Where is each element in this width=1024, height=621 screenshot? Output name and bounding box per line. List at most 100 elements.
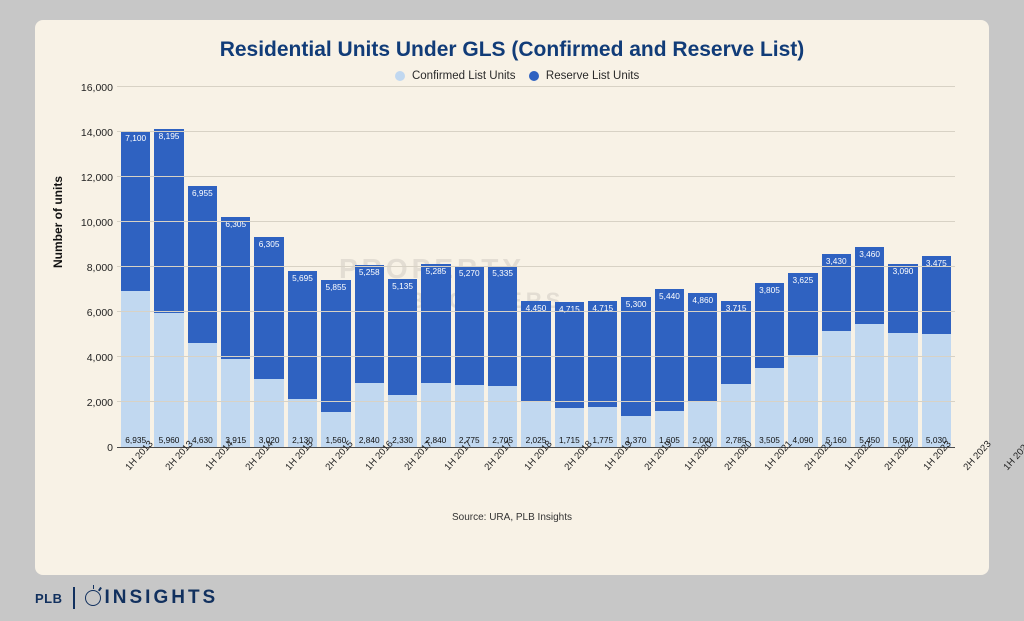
grid-line (117, 311, 955, 312)
grid-line (117, 221, 955, 222)
bar-value-reserve: 3,090 (888, 266, 917, 276)
brand-insights: INSIGHTS (85, 587, 219, 609)
bar-segment-confirmed: 5,960 (154, 313, 183, 447)
bar-segment-reserve: 6,955 (188, 186, 217, 342)
brand-plb-text: PLB (35, 591, 63, 606)
plot-region: 7,1006,9358,1955,9606,9554,6306,3053,915… (117, 88, 955, 448)
bar-column: 4,7151,775 (588, 88, 617, 447)
grid-line (117, 176, 955, 177)
bar-value-reserve: 5,440 (655, 291, 684, 301)
chart-source: Source: URA, PLB Insights (59, 512, 965, 523)
bar-segment-confirmed: 5,030 (922, 334, 951, 447)
y-tick-label: 0 (77, 442, 113, 454)
bar-segment-confirmed: 3,020 (254, 379, 283, 447)
y-tick-label: 16,000 (77, 82, 113, 94)
bar-segment-reserve: 5,258 (355, 265, 384, 383)
bar-column: 3,090 5,050 (888, 88, 917, 447)
bar-column: 4,8602,000 (688, 88, 717, 447)
bar-segment-reserve: 3,715 (721, 301, 750, 385)
bar-segment-reserve: 5,135 (388, 279, 417, 395)
bar-segment-reserve: 3,090 (888, 264, 917, 334)
bar-column: 5,4401,605 (655, 88, 684, 447)
bar-segment-reserve: 4,860 (688, 293, 717, 402)
bar-column: 4,7151,715 (555, 88, 584, 447)
legend-swatch-confirmed (395, 71, 405, 81)
bar-column: 3,4755,030 (922, 88, 951, 447)
bar-value-reserve: 3,460 (855, 249, 884, 259)
bar-column: 5,3352,705 (488, 88, 517, 447)
bar-segment-confirmed: 1,775 (588, 407, 617, 447)
bar-column: 3,8053,505 (755, 88, 784, 447)
bar-segment-confirmed: 6,935 (121, 291, 150, 447)
bar-value-reserve: 5,258 (355, 267, 384, 277)
bar-column: 5,135 2,330 (388, 88, 417, 447)
bar-segment-confirmed: 2,785 (721, 384, 750, 447)
bar-value-reserve: 5,695 (288, 273, 317, 283)
bar-column: 6,305 3,020 (254, 88, 283, 447)
bar-segment-confirmed: 5,450 (855, 324, 884, 447)
legend-label-confirmed: Confirmed List Units (412, 70, 516, 82)
bar-value-reserve: 4,715 (555, 304, 584, 314)
bar-column: 5,3001,370 (621, 88, 650, 447)
bar-column: 3,430 5,160 (822, 88, 851, 447)
bar-segment-confirmed: 5,050 (888, 333, 917, 447)
grid-line (117, 131, 955, 132)
bar-value-reserve: 5,300 (621, 299, 650, 309)
bar-value-reserve: 7,100 (121, 133, 150, 143)
bar-segment-confirmed: 5,160 (822, 331, 851, 447)
bar-segment-reserve: 4,450 (521, 301, 550, 401)
bar-value-reserve: 6,305 (254, 239, 283, 249)
bar-column: 5,2582,840 (355, 88, 384, 447)
bar-value-reserve: 3,625 (788, 275, 817, 285)
bar-value-reserve: 5,135 (388, 281, 417, 291)
bar-segment-reserve: 6,305 (221, 217, 250, 359)
bar-value-reserve: 4,860 (688, 295, 717, 305)
legend-label-reserve: Reserve List Units (546, 70, 639, 82)
grid-line (117, 86, 955, 87)
y-tick-label: 8,000 (77, 262, 113, 274)
chart-legend: Confirmed List Units Reserve List Units (59, 70, 965, 82)
y-tick-label: 2,000 (77, 397, 113, 409)
y-tick-label: 10,000 (77, 217, 113, 229)
bar-column: 7,100 6,935 (121, 88, 150, 447)
bar-segment-reserve: 6,305 (254, 237, 283, 379)
bar-value-reserve: 5,855 (321, 282, 350, 292)
x-labels-container: 1H 20132H 20131H 20142H 20141H 20152H 20… (117, 448, 955, 508)
grid-line (117, 356, 955, 357)
chart-area: Number of units PROPERTY LIMBROTHERS 7,1… (59, 88, 965, 508)
y-axis-label: Number of units (51, 176, 65, 268)
bar-column: 5,2852,840 (421, 88, 450, 447)
bar-value-reserve: 8,195 (154, 131, 183, 141)
bar-column: 3,7152,785 (721, 88, 750, 447)
bar-segment-reserve: 5,695 (288, 271, 317, 399)
grid-line (117, 401, 955, 402)
bar-value-reserve: 5,335 (488, 268, 517, 278)
bar-segment-reserve: 3,625 (788, 273, 817, 355)
bar-segment-reserve: 5,285 (421, 264, 450, 383)
brand-divider (73, 587, 75, 609)
bar-segment-confirmed: 2,330 (388, 395, 417, 447)
y-tick-label: 14,000 (77, 127, 113, 139)
bar-column: 5,2702,775 (455, 88, 484, 447)
bar-column: 5,6952,130 (288, 88, 317, 447)
bar-value-reserve: 3,430 (822, 256, 851, 266)
bar-segment-reserve: 3,460 (855, 247, 884, 325)
bar-column: 8,195 5,960 (154, 88, 183, 447)
legend-swatch-reserve (529, 71, 539, 81)
bar-value-reserve: 5,285 (421, 266, 450, 276)
bar-segment-reserve: 5,270 (455, 266, 484, 385)
bulb-icon (85, 590, 101, 606)
y-tick-label: 12,000 (77, 172, 113, 184)
y-tick-label: 6,000 (77, 307, 113, 319)
bar-segment-reserve: 7,100 (121, 131, 150, 291)
bar-segment-reserve: 3,475 (922, 256, 951, 334)
bar-segment-reserve: 5,855 (321, 280, 350, 412)
bar-segment-confirmed: 4,630 (188, 343, 217, 447)
chart-title: Residential Units Under GLS (Confirmed a… (59, 38, 965, 62)
bar-column: 6,9554,630 (188, 88, 217, 447)
bar-column: 3,460 5,450 (855, 88, 884, 447)
bar-segment-reserve: 5,440 (655, 289, 684, 411)
bar-segment-reserve: 4,715 (588, 301, 617, 407)
y-tick-label: 4,000 (77, 352, 113, 364)
bar-value-reserve: 3,805 (755, 285, 784, 295)
